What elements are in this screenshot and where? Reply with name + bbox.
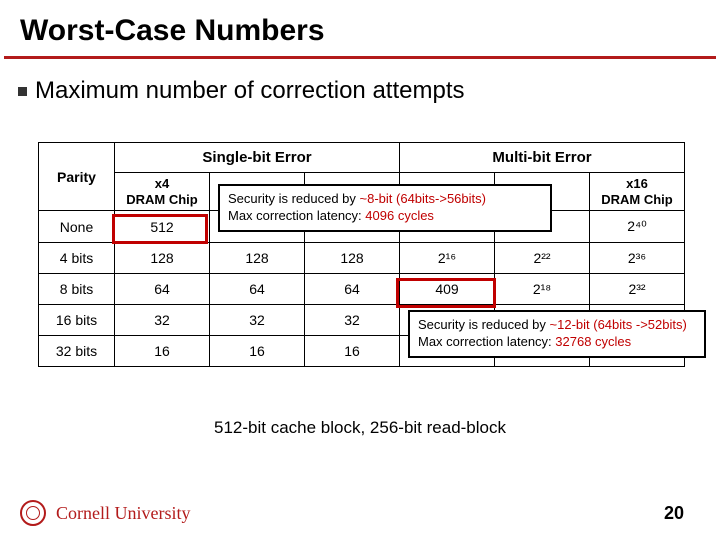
cell: 16 [210, 336, 305, 367]
subcol-0: x4DRAM Chip [115, 173, 210, 211]
cell: 64 [210, 274, 305, 305]
callout-text: Max correction latency: [418, 334, 555, 349]
cell: 32 [305, 305, 400, 336]
bullet-text: Maximum number of correction attempts [35, 77, 464, 104]
logo-row: Cornell University [20, 500, 190, 526]
highlight-box-1 [112, 214, 208, 244]
callout-red: ~8-bit (64bits->56bits) [360, 191, 486, 206]
callout-red: ~12-bit (64bits ->52bits) [550, 317, 687, 332]
cell: 64 [115, 274, 210, 305]
cell: 2³² [590, 274, 685, 305]
corner-header: Parity [39, 143, 115, 211]
cell: 128 [210, 243, 305, 274]
subcol-5: x16DRAM Chip [590, 173, 685, 211]
callout-8bit: Security is reduced by ~8-bit (64bits->5… [218, 184, 552, 232]
cell: 32 [115, 305, 210, 336]
university-name: Cornell University [56, 503, 190, 524]
cornell-seal-icon [20, 500, 46, 526]
highlight-box-2 [396, 278, 496, 308]
page-number: 20 [664, 503, 684, 524]
callout-red: 4096 cycles [365, 208, 434, 223]
group-header-multi: Multi-bit Error [400, 143, 685, 173]
callout-text: Security is reduced by [228, 191, 360, 206]
bullet-line: Maximum number of correction attempts [0, 59, 720, 105]
cell: 64 [305, 274, 400, 305]
cell: 32 [210, 305, 305, 336]
cell: 2⁴⁰ [590, 211, 685, 243]
page-title: Worst-Case Numbers [0, 0, 720, 56]
table-header-row: Parity Single-bit Error Multi-bit Error [39, 143, 685, 173]
cell: 16 [115, 336, 210, 367]
group-header-single: Single-bit Error [115, 143, 400, 173]
row-label: 4 bits [39, 243, 115, 274]
table-row: 4 bits 128 128 128 2¹⁶ 2²² 2³⁶ [39, 243, 685, 274]
cell: 16 [305, 336, 400, 367]
row-label: 8 bits [39, 274, 115, 305]
row-label: 16 bits [39, 305, 115, 336]
row-label: 32 bits [39, 336, 115, 367]
table-row: 8 bits 64 64 64 409 2¹⁸ 2³² [39, 274, 685, 305]
footer-note: 512-bit cache block, 256-bit read-block [0, 418, 720, 438]
cell: 2¹⁸ [495, 274, 590, 305]
bullet-icon [18, 87, 27, 96]
cell: 2³⁶ [590, 243, 685, 274]
callout-red: 32768 cycles [555, 334, 631, 349]
callout-text: Max correction latency: [228, 208, 365, 223]
cell: 2²² [495, 243, 590, 274]
row-label: None [39, 211, 115, 243]
cell: 128 [115, 243, 210, 274]
cell: 128 [305, 243, 400, 274]
cell: 2¹⁶ [400, 243, 495, 274]
callout-12bit: Security is reduced by ~12-bit (64bits -… [408, 310, 706, 358]
callout-text: Security is reduced by [418, 317, 550, 332]
